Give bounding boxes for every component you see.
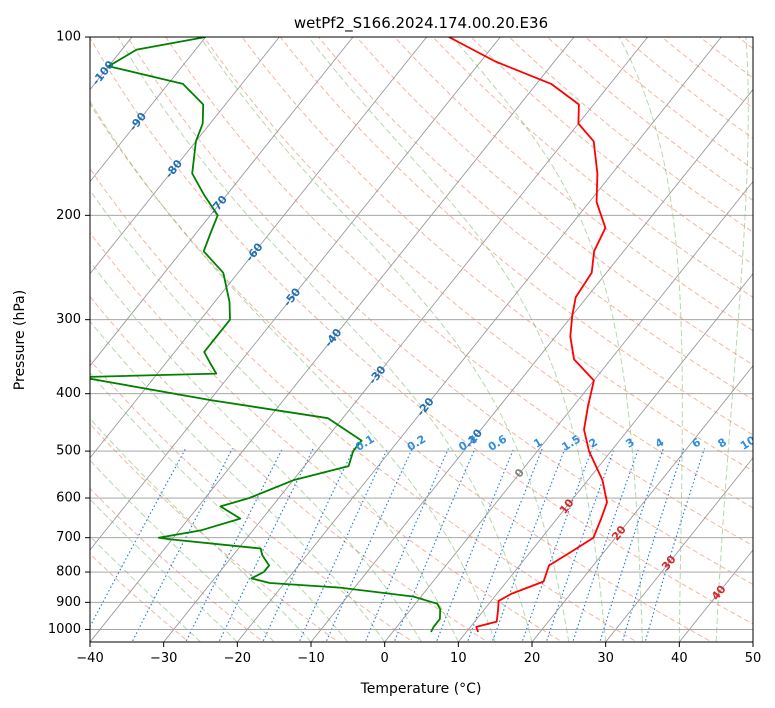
moist-adiabat — [117, 37, 533, 642]
dewpoint-line — [90, 37, 442, 633]
dry-adiabat — [165, 37, 753, 547]
mixing-ratio-line — [364, 448, 449, 642]
x-tick-label: 10 — [450, 651, 467, 666]
x-tick-label: 0 — [381, 651, 389, 666]
isobars — [90, 37, 753, 630]
x-tick-label: 50 — [745, 651, 762, 666]
isotherm-line — [752, 641, 753, 642]
y-tick-label: 100 — [56, 30, 81, 45]
moist-adiabat — [90, 417, 312, 642]
chart-title: wetPf2_S166.2024.174.00.20.E36 — [294, 14, 548, 33]
mixing-ratio-line — [621, 448, 685, 642]
mixing-ratio-line — [466, 448, 543, 642]
x-tick-label: 30 — [597, 651, 614, 666]
isotherm-line — [90, 37, 207, 183]
x-tick-label: 40 — [671, 651, 688, 666]
y-tick-label: 300 — [56, 312, 81, 327]
moist-adiabat — [90, 260, 422, 642]
y-tick-label: 400 — [56, 386, 81, 401]
y-axis-ticks: 100 200 300 400 500 600 700 800 900 1000 — [48, 30, 90, 637]
moist-adiabat — [451, 37, 643, 642]
isotherm-line — [384, 180, 753, 642]
isotherm-line — [605, 457, 753, 642]
mixing-ratio-line — [325, 448, 413, 642]
mixing-ratio-label: 10 — [738, 433, 758, 452]
dry-adiabat — [127, 37, 753, 586]
y-tick-label: 200 — [56, 208, 81, 223]
moist-adiabat — [618, 37, 683, 642]
y-tick-label: 600 — [56, 491, 81, 506]
data-series — [90, 37, 608, 633]
isotherm-line — [90, 37, 280, 275]
moist-adiabat — [90, 459, 275, 642]
mixing-ratio-line — [218, 448, 314, 642]
mixing-ratio-line — [545, 448, 615, 642]
dry-adiabat — [203, 37, 753, 509]
mixing-ratio-label: 13 — [768, 434, 775, 453]
y-tick-label: 1000 — [48, 622, 81, 637]
dry-adiabat — [759, 24, 775, 645]
dry-adiabat — [279, 37, 753, 436]
isotherm-line — [0, 37, 58, 642]
isotherm-line — [163, 37, 649, 642]
y-tick-label: 900 — [56, 595, 81, 610]
x-tick-label: 20 — [524, 651, 541, 666]
y-axis-label: Pressure (hPa) — [12, 290, 28, 390]
x-tick-label: −30 — [150, 651, 177, 666]
isotherm-line — [90, 37, 501, 551]
isotherm-line — [531, 365, 753, 642]
dry-adiabat — [432, 37, 753, 298]
dry-adiabat — [317, 37, 753, 401]
y-tick-label: 800 — [56, 565, 81, 580]
moist-adiabat — [90, 372, 349, 642]
mixing-ratio-line — [599, 448, 664, 642]
mixing-ratio-line — [644, 448, 706, 642]
moist-adiabat — [90, 100, 496, 642]
isotherms — [0, 37, 753, 642]
y-tick-label: 500 — [56, 444, 81, 459]
x-axis-label: Temperature (°C) — [360, 681, 482, 697]
isotherm-line — [310, 88, 753, 642]
x-tick-label: −40 — [76, 651, 103, 666]
moist-adiabat — [715, 37, 749, 642]
plot-area — [90, 37, 753, 642]
moist-adiabat — [90, 189, 459, 642]
x-tick-label: −20 — [224, 651, 251, 666]
x-tick-label: −10 — [297, 651, 324, 666]
plot-frame — [89, 36, 754, 643]
isotherm-line — [90, 37, 575, 642]
isotherm-line — [457, 272, 753, 642]
temperature-line — [448, 37, 608, 633]
dry-adiabat — [90, 231, 564, 642]
isotherm-line — [90, 37, 428, 459]
y-tick-label: 700 — [56, 530, 81, 545]
isotherm-line — [236, 37, 722, 642]
moist-adiabat — [307, 37, 607, 642]
isotherm-line — [90, 37, 354, 367]
x-axis-ticks: −40 −30 −20 −10 0 10 20 30 40 50 — [76, 642, 761, 666]
mixing-ratio-line — [572, 448, 640, 642]
